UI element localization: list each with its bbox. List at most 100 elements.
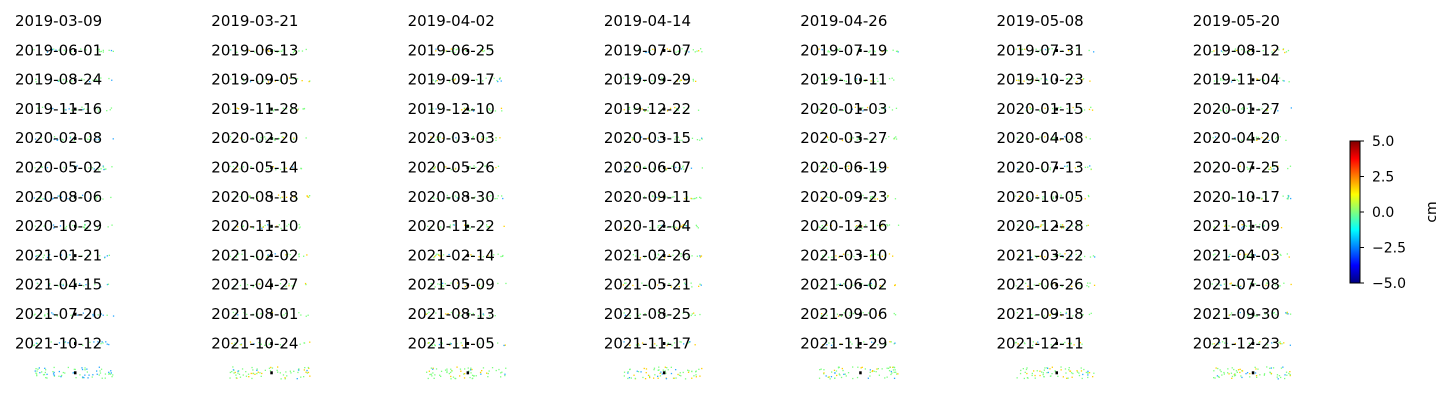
displacement-pixel [873,370,875,372]
displacement-pixel [1214,377,1216,379]
reference-point [1055,136,1058,140]
displacement-pixel [44,314,46,316]
panel-date-label: 2019-09-05 [211,71,298,89]
displacement-pixel [676,227,678,229]
displacement-pixel [1270,372,1273,375]
displacement-panel [1213,77,1290,83]
displacement-pixel [857,137,859,139]
displacement-pixel [42,256,44,259]
displacement-pixel [825,79,827,81]
displacement-pixel [881,312,883,314]
displacement-pixel [890,370,892,373]
displacement-pixel [818,48,820,50]
displacement-pixel [821,49,823,51]
displacement-pixel [252,227,255,229]
displacement-pixel [435,139,437,141]
displacement-pixel [104,256,106,258]
displacement-pixel [845,285,847,287]
displacement-pixel [284,377,286,379]
displacement-pixel [306,195,309,197]
displacement-pixel [855,79,857,81]
displacement-pixel [1082,314,1084,316]
displacement-pixel [672,254,674,256]
displacement-pixel [1256,139,1258,141]
displacement-pixel [820,368,822,370]
displacement-pixel [865,79,867,81]
displacement-pixel [264,369,266,371]
displacement-pixel [464,224,466,226]
displacement-pixel [1061,255,1063,257]
displacement-pixel [239,376,242,378]
displacement-pixel [643,166,645,169]
displacement-pixel [293,196,295,198]
displacement-pixel [1032,227,1034,229]
reference-point [466,224,470,228]
reference-point [466,342,470,345]
panel-date-label: 2021-12-23 [1193,334,1280,352]
displacement-pixel [700,48,702,50]
displacement-pixel [700,255,703,257]
displacement-pixel [295,79,297,81]
displacement-pixel [884,377,886,379]
displacement-panel [233,282,307,288]
displacement-pixel [253,343,255,345]
displacement-pixel [1052,108,1054,110]
displacement-pixel [102,314,104,316]
displacement-pixel [301,80,303,82]
displacement-pixel [272,110,275,112]
displacement-pixel [825,375,827,377]
displacement-pixel [246,80,249,82]
displacement-pixel [1222,79,1224,81]
displacement-pixel [102,165,104,167]
displacement-pixel [260,313,262,315]
displacement-pixel [1226,342,1228,345]
displacement-pixel [1016,312,1018,314]
displacement-pixel [101,377,103,379]
displacement-pixel [640,371,642,373]
displacement-pixel [645,368,648,370]
displacement-pixel [497,253,499,255]
displacement-pixel [1085,371,1087,374]
panel-date-label: 2020-12-28 [997,217,1084,235]
displacement-pixel [638,48,640,50]
reference-point [270,78,273,82]
displacement-pixel [632,254,634,256]
panel-date-label: 2020-03-03 [408,129,495,147]
displacement-pixel [104,377,106,379]
reference-point [466,195,470,199]
displacement-pixel [865,224,867,226]
displacement-pixel [1223,371,1225,374]
displacement-pixel [840,343,842,345]
displacement-pixel [699,313,701,316]
displacement-pixel [455,224,457,226]
displacement-pixel [696,50,698,52]
displacement-pixel [1070,372,1073,374]
displacement-pixel [235,312,237,314]
panel-date-label: 2021-04-27 [211,276,298,294]
displacement-pixel [62,284,64,287]
displacement-panel [229,165,303,171]
displacement-pixel [1289,313,1292,315]
displacement-pixel [1036,77,1038,79]
displacement-pixel [1289,165,1292,167]
displacement-pixel [1223,169,1225,171]
displacement-pixel [246,110,248,112]
displacement-pixel [252,198,255,200]
displacement-pixel [871,255,873,257]
displacement-pixel [435,79,437,82]
reference-point [662,195,666,199]
displacement-pixel [469,227,471,229]
displacement-pixel [256,195,259,197]
displacement-pixel [285,371,287,373]
displacement-pixel [497,195,499,197]
displacement-pixel [683,343,685,345]
displacement-pixel [248,49,251,52]
displacement-pixel [1289,374,1291,377]
displacement-pixel [44,371,46,374]
displacement-pixel [824,253,826,256]
displacement-pixel [460,315,463,317]
displacement-pixel [1051,48,1053,50]
displacement-pixel [488,370,490,372]
displacement-pixel [687,136,689,138]
displacement-pixel [76,109,78,111]
